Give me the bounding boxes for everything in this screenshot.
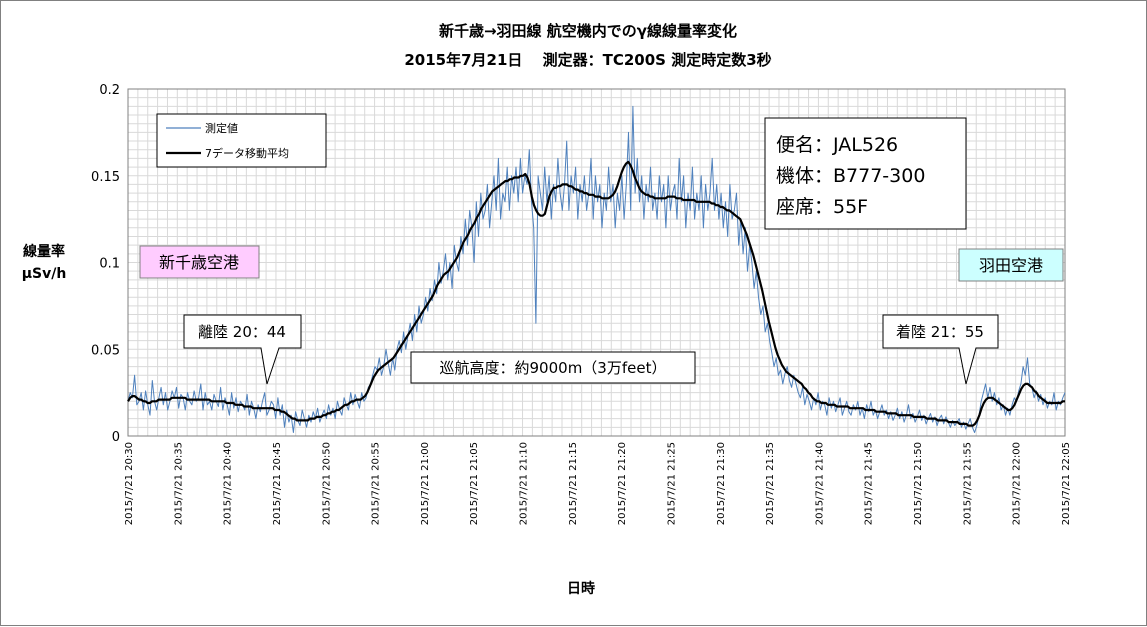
- x-tick-label: 2015/7/21 21:20: [617, 442, 628, 525]
- cruise-label-box: [410, 351, 696, 384]
- takeoff-callout-text: 離陸 20：44: [198, 323, 286, 341]
- legend-box: [156, 113, 327, 168]
- x-tick-label: 2015/7/21 21:55: [962, 442, 973, 525]
- x-tick-label: 2015/7/21 22:05: [1061, 442, 1072, 525]
- series-group: [127, 105, 1066, 433]
- landing-callout-shape: [882, 314, 999, 385]
- x-tick-label: 2015/7/21 20:45: [272, 442, 283, 525]
- series-line-measured: [127, 105, 1066, 433]
- legend: 測定値 7データ移動平均: [156, 113, 327, 168]
- flight-info-box: [764, 117, 967, 230]
- y-tick-label: 0.05: [91, 343, 120, 358]
- x-tick-label: 2015/7/21 21:35: [765, 442, 776, 525]
- takeoff-callout-shape: [183, 314, 302, 385]
- landing-callout: 着陸 21：55: [882, 314, 999, 385]
- chart-title: 新千歳→羽田線 航空機内でのγ線線量率変化: [439, 22, 737, 40]
- x-tick-label: 2015/7/21 21:45: [864, 442, 875, 525]
- x-tick-label: 2015/7/21 20:55: [371, 442, 382, 525]
- x-tick-label: 2015/7/21 21:30: [716, 442, 727, 525]
- y-axis-title-line2: μSv/h: [22, 266, 67, 282]
- x-tick-label: 2015/7/21 21:15: [568, 442, 579, 525]
- x-tick-label: 2015/7/21 20:50: [321, 442, 332, 525]
- flight-info: 便名：JAL526 機体：B777-300 座席：55F: [764, 117, 967, 230]
- destination-airport-text: 羽田空港: [979, 256, 1043, 275]
- x-tick-label: 2015/7/21 20:35: [173, 442, 184, 525]
- y-tick-label: 0.1: [99, 257, 120, 272]
- aircraft-type: 機体：B777-300: [776, 165, 925, 187]
- legend-label-average: 7データ移動平均: [205, 146, 289, 160]
- x-axis: 2015/7/21 20:30 2015/7/21 20:35 2015/7/21 …: [124, 442, 1072, 525]
- cruise-label: 巡航高度：約9000m（3万feet）: [410, 351, 696, 384]
- y-tick-label: 0: [112, 430, 120, 445]
- origin-airport-text: 新千歳空港: [159, 253, 239, 272]
- x-tick-label: 2015/7/21 22:00: [1012, 442, 1023, 525]
- cruise-label-text: 巡航高度：約9000m（3万feet）: [440, 359, 667, 377]
- x-tick-label: 2015/7/21 21:05: [469, 442, 480, 525]
- x-tick-label: 2015/7/21 20:30: [124, 442, 135, 525]
- flight-number: 便名：JAL526: [776, 134, 898, 156]
- y-tick-label: 0.15: [91, 170, 120, 185]
- landing-callout-text: 着陸 21：55: [896, 323, 984, 341]
- destination-airport-label: 羽田空港: [958, 248, 1064, 282]
- y-axis-title-line1: 線量率: [23, 243, 65, 260]
- takeoff-callout: 離陸 20：44: [183, 314, 302, 385]
- destination-airport-box: [958, 248, 1064, 282]
- chart-subtitle: 2015年7月21日 測定器：TC200S 測定時定数3秒: [404, 51, 771, 69]
- series-line-moving-average: [127, 160, 1065, 427]
- plot-area: [127, 88, 1066, 437]
- seat-number: 座席：55F: [776, 196, 868, 218]
- x-axis-title: 日時: [567, 580, 595, 597]
- y-tick-label: 0.2: [99, 83, 120, 98]
- x-tick-label: 2015/7/21 21:10: [519, 442, 530, 525]
- origin-airport-box: [139, 245, 260, 279]
- y-axis: 0 0.05 0.1 0.15 0.2: [91, 83, 120, 445]
- legend-label-measured: 測定値: [205, 121, 238, 135]
- x-tick-label: 2015/7/21 21:50: [913, 442, 924, 525]
- x-tick-label: 2015/7/21 21:40: [814, 442, 825, 525]
- origin-airport-label: 新千歳空港: [139, 245, 260, 279]
- x-tick-label: 2015/7/21 21:00: [420, 442, 431, 525]
- x-tick-label: 2015/7/21 20:40: [223, 442, 234, 525]
- x-tick-label: 2015/7/21 21:25: [666, 442, 677, 525]
